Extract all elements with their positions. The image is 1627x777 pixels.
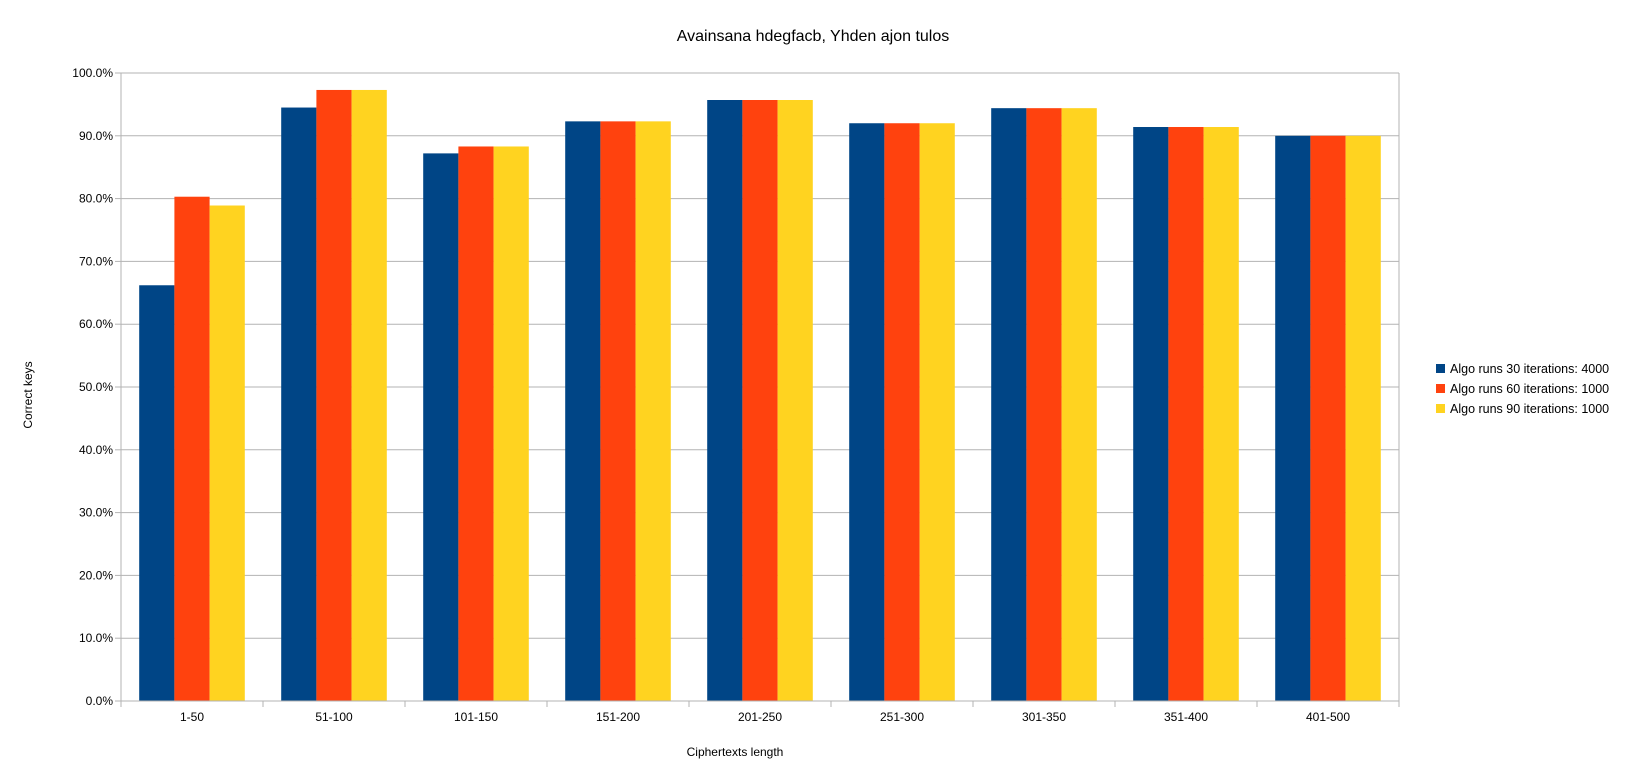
bar-2-401-500 [1310,135,1346,702]
x-tick-label: 101-150 [454,710,498,724]
bar-2-301-350 [1026,108,1062,702]
bar-2-101-150 [458,146,494,701]
bar-1-201-250 [707,100,743,701]
x-tick-label: 251-300 [880,710,924,724]
x-tick-label: 51-100 [315,710,353,724]
legend-swatch-3 [1436,404,1445,413]
legend-label-3: Algo runs 90 iterations: 1000 [1450,402,1609,416]
bar-3-101-150 [493,146,529,701]
legend: Algo runs 30 iterations: 4000 Algo runs 6… [1436,362,1609,416]
chart-title: Avainsana hdegfacb, Yhden ajon tulos [677,28,950,45]
y-tick-label: 100.0% [72,66,113,80]
y-tick-label: 20.0% [79,568,113,582]
y-tick-label: 60.0% [79,317,113,331]
bar-2-51-100 [316,89,352,702]
bar-3-201-250 [777,100,813,701]
legend-swatch-2 [1436,384,1445,393]
bar-1-101-150 [423,153,459,701]
bar-3-251-300 [919,123,955,702]
y-tick-label: 80.0% [79,192,113,206]
bar-2-201-250 [742,100,778,701]
y-tick-label: 10.0% [79,631,113,645]
y-tick-label: 50.0% [79,380,113,394]
bar-3-351-400 [1203,127,1239,702]
bars [139,89,1381,702]
x-tick-label: 201-250 [738,710,782,724]
x-tick-labels: 1-50 51-100 101-150 151-200 201-250 251-300 30… [180,710,1350,724]
bar-1-401-500 [1275,135,1311,702]
bar-2-151-200 [600,121,636,701]
legend-label-1: Algo runs 30 iterations: 4000 [1450,362,1609,376]
bar-1-351-400 [1133,127,1169,702]
bar-1-1-50 [139,285,175,701]
x-tick-label: 351-400 [1164,710,1208,724]
y-tick-label: 40.0% [79,443,113,457]
x-tick-label: 401-500 [1306,710,1350,724]
bar-3-151-200 [635,121,671,701]
bar-3-51-100 [351,89,387,702]
y-tick-label: 70.0% [79,254,113,268]
x-tick-label: 151-200 [596,710,640,724]
legend-label-2: Algo runs 60 iterations: 1000 [1450,382,1609,396]
y-tick-labels: 0.0% 10.0% 20.0% 30.0% 40.0% 50.0% 60.0% 70.0% 8… [72,66,113,708]
bar-2-251-300 [884,123,920,702]
bar-1-301-350 [991,108,1027,702]
bar-1-51-100 [281,107,317,702]
x-tick-label: 1-50 [180,710,204,724]
bar-3-301-350 [1061,108,1097,702]
y-tick-label: 30.0% [79,506,113,520]
y-tick-label: 0.0% [86,694,114,708]
y-axis-title: Correct keys [21,361,35,428]
bar-2-351-400 [1168,127,1204,702]
x-tick-label: 301-350 [1022,710,1066,724]
bar-3-1-50 [209,205,245,701]
x-axis-title: Ciphertexts length [687,745,784,759]
axes [115,72,1400,707]
y-tick-label: 90.0% [79,129,113,143]
bar-1-151-200 [565,121,601,701]
bar-2-1-50 [174,196,210,701]
legend-swatch-1 [1436,364,1445,373]
bar-3-401-500 [1345,135,1381,702]
bar-1-251-300 [849,123,885,702]
